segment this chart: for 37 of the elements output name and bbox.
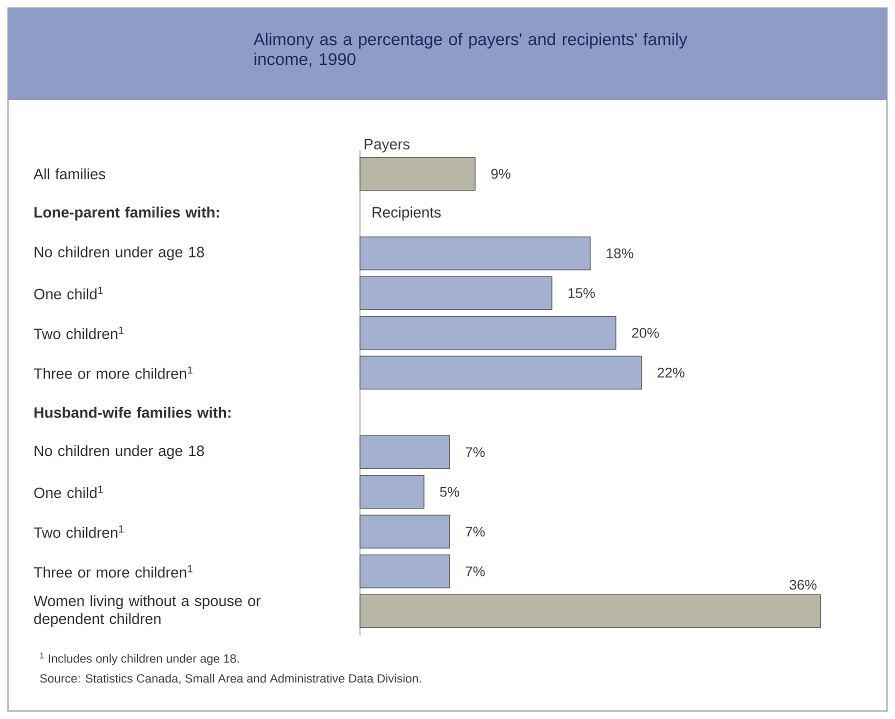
data-label: 15% xyxy=(568,288,595,298)
bar xyxy=(360,474,424,509)
y-tick-label: Lone-parent families with: xyxy=(34,206,219,221)
y-tick-label: Two children$^{1}$ xyxy=(34,525,124,538)
y-tick-label: Three or more children$^{1}$ xyxy=(34,565,192,578)
data-label: 7% xyxy=(466,566,485,576)
data-label: 22% xyxy=(658,368,684,378)
y-tick-label: All families xyxy=(34,168,106,180)
y-tick-label: No children under age 18 xyxy=(34,246,204,260)
bar xyxy=(360,594,821,628)
bar xyxy=(360,236,591,270)
y-tick-label: One child$^{1}$ xyxy=(34,486,103,498)
bar xyxy=(360,554,450,588)
data-label: 9% xyxy=(491,168,510,179)
data-label: 20% xyxy=(632,328,659,338)
y-tick-label: Husband-wife families with: xyxy=(34,406,231,418)
bar xyxy=(360,316,616,350)
bar xyxy=(360,356,642,390)
y-tick-label: One child$^{1}$ xyxy=(34,286,103,300)
y-tick-label: No children under age 18 xyxy=(34,445,204,460)
y-tick-label: Women living without a spouse or dependent children xyxy=(34,595,261,628)
y-tick-label: Two children$^{1}$ xyxy=(34,326,124,340)
data-label: 36% xyxy=(790,580,817,590)
bar xyxy=(360,156,476,191)
bar xyxy=(360,435,450,470)
data-label: 18% xyxy=(606,248,634,258)
bar xyxy=(360,276,552,310)
y-tick-label: Three or more children$^{1}$ xyxy=(34,366,192,379)
annotation: Payers xyxy=(364,139,410,152)
chart-title: Alimony as a percentage of payers' and recipients' family income, 1990 xyxy=(254,32,688,68)
source-note: Source: Statistics Canada, Small Area and Administrative Data Division. xyxy=(40,674,421,684)
data-label: 7% xyxy=(466,526,485,537)
data-label: 7% xyxy=(466,447,485,457)
bar xyxy=(360,514,450,549)
text: $^{1}$ Includes only children under age 18. xyxy=(40,652,239,666)
data-label: 5% xyxy=(440,486,460,497)
annotation: Recipients xyxy=(372,206,441,221)
